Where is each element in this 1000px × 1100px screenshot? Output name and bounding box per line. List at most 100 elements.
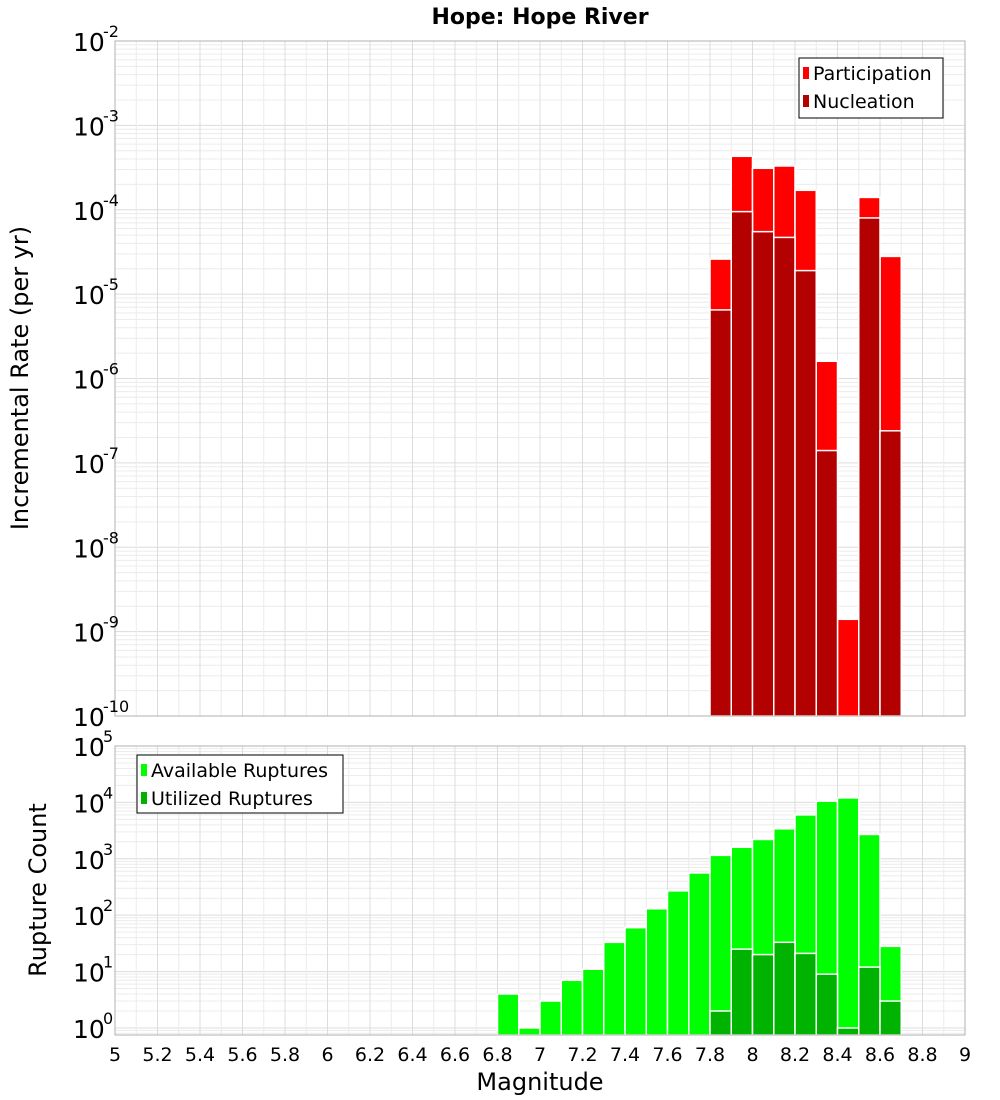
x-tick-label: 8 [746,1044,758,1066]
count-bar-utilized-ruptures [879,1000,902,1036]
x-axis-label: Magnitude [476,1068,603,1096]
count-bar-utilized-ruptures [751,953,775,1036]
count-y-tick-label: 10 [73,789,105,818]
count-bar-available-ruptures [603,941,626,1036]
rate-bar-nucleation [709,309,732,717]
count-y-tick-exponent: 1 [103,953,113,972]
x-tick-label: 5.4 [185,1044,215,1066]
rate-y-tick-exponent: -3 [103,106,119,125]
x-tick-label: 7 [534,1044,546,1066]
count-bar-utilized-ruptures [815,973,839,1036]
x-tick-label: 6.6 [440,1044,470,1066]
count-y-tick-exponent: 3 [103,840,113,859]
x-tick-label: 7.4 [610,1044,640,1066]
rate-legend-swatch [803,95,809,107]
rate-y-tick-label: 10 [73,281,105,310]
count-y-tick-label: 10 [73,959,105,988]
rate-bar-nucleation [730,210,754,717]
rate-y-tick-label: 10 [73,366,105,395]
count-bar-utilized-ruptures [773,941,796,1036]
rate-bar-nucleation [879,430,902,717]
count-bars [496,797,902,1036]
count-bar-utilized-ruptures [709,1010,732,1036]
count-bar-available-ruptures [836,797,860,1036]
rate-y-tick-label: 10 [73,28,105,57]
count-legend-swatch [141,764,147,776]
x-tick-label: 5.8 [270,1044,300,1066]
x-tick-label: 5.6 [227,1044,257,1066]
x-tick-label: 6 [321,1044,333,1066]
x-tick-label: 5.2 [142,1044,172,1066]
rate-bar-nucleation [858,217,881,717]
count-plot-frame [114,745,966,1036]
rate-bars [709,155,902,717]
count-y-tick-label: 10 [73,846,105,875]
count-bar-available-ruptures [560,979,584,1036]
rate-y-tick-label: 10 [73,534,105,563]
rate-y-tick-exponent: -4 [103,191,119,210]
rate-bar-nucleation [815,449,839,717]
count-bar-available-ruptures [688,872,711,1036]
count-bar-available-ruptures [624,926,647,1036]
rate-plot-frame [114,40,966,717]
x-tick-label: 5 [109,1044,121,1066]
rate-bar-nucleation [751,230,775,717]
count-bar-utilized-ruptures [858,966,881,1036]
x-tick-label: 7.8 [695,1044,725,1066]
rate-legend-entry: Nucleation [813,91,915,113]
count-bar-available-ruptures [709,854,732,1036]
count-y-tick-label: 10 [73,902,105,931]
x-tick-label: 8.6 [865,1044,895,1066]
count-y-tick-exponent: 2 [103,896,113,915]
rate-y-tick-label: 10 [73,450,105,479]
count-legend: Available Ruptures Utilized Ruptures [136,754,344,814]
rate-legend: Participation Nucleation [798,57,944,119]
count-legend-entry: Available Ruptures [151,760,328,782]
count-bar-available-ruptures [496,993,520,1036]
count-y-tick-label: 10 [73,1015,105,1044]
count-bar-available-ruptures [666,890,690,1036]
count-bar-utilized-ruptures [730,948,754,1036]
count-bar-available-ruptures [518,1027,541,1036]
rate-y-tick-exponent: -6 [103,360,119,379]
rate-legend-swatch [803,67,809,79]
count-bar-available-ruptures [581,968,605,1036]
x-tick-label: 7.6 [652,1044,682,1066]
rate-legend-box [798,57,944,119]
count-legend-swatch [141,792,147,804]
chart-title: Hope: Hope River [431,5,648,30]
x-tick-label: 8.4 [822,1044,852,1066]
count-bar-available-ruptures [539,1000,562,1036]
x-tick-label: 8.2 [780,1044,810,1066]
rate-bar-nucleation [794,269,817,717]
x-tick-label: 7.2 [567,1044,597,1066]
count-bar-utilized-ruptures [794,952,817,1036]
rate-panel: 10-1010-910-810-710-610-510-410-310-2Par… [73,22,966,732]
x-tick-label: 6.8 [482,1044,512,1066]
x-tick-label: 9 [959,1044,971,1066]
count-y-tick-label: 10 [73,733,105,762]
rate-bar-nucleation [773,236,796,717]
rate-y-tick-exponent: -9 [103,613,119,632]
x-tick-label: 6.2 [355,1044,385,1066]
x-tick-label: 8.8 [907,1044,937,1066]
rate-bar-participation [836,618,860,717]
count-y-tick-exponent: 4 [103,783,113,802]
count-y-tick-exponent: 5 [103,727,113,746]
count-y-tick-exponent: 0 [103,1009,113,1028]
rate-y-tick-label: 10 [73,112,105,141]
count-legend-box [136,754,344,814]
top-y-axis-label: Incremental Rate (per yr) [6,226,34,530]
count-legend-entry: Utilized Ruptures [151,788,313,810]
rate-y-tick-exponent: -7 [103,444,119,463]
count-bar-available-ruptures [645,907,669,1036]
rate-y-tick-label: 10 [73,197,105,226]
rate-y-tick-exponent: -2 [103,22,119,41]
rate-y-tick-label: 10 [73,703,105,732]
rate-y-tick-label: 10 [73,619,105,648]
rate-y-tick-exponent: -5 [103,275,119,294]
